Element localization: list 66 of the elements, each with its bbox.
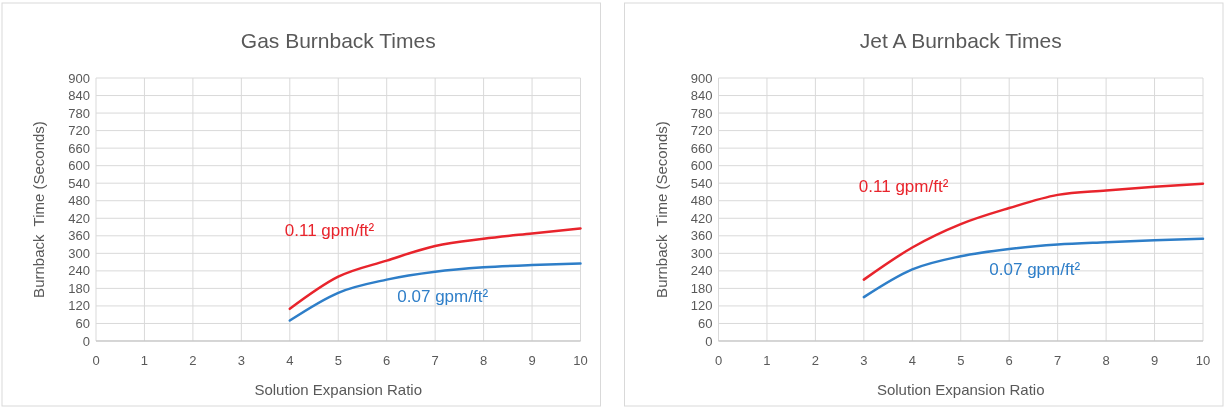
x-tick-label: 7 <box>1054 353 1062 368</box>
x-tick-label: 9 <box>1150 353 1159 368</box>
y-tick-label: 420 <box>690 210 713 226</box>
x-tick-label: 7 <box>431 353 439 368</box>
line-series <box>862 237 1205 299</box>
y-axis-title: Burnback Time (Seconds) <box>652 121 670 298</box>
x-tick-label: 3 <box>860 353 868 368</box>
x-tick-label: 1 <box>763 353 771 368</box>
y-tick-label: 840 <box>690 88 713 104</box>
y-tick-label: 780 <box>68 105 90 121</box>
x-tick-label: 5 <box>334 353 342 368</box>
y-tick-label: 660 <box>690 140 713 156</box>
y-tick-label: 300 <box>68 245 90 261</box>
x-tick-label: 4 <box>908 353 916 368</box>
x-tick-label: 0 <box>714 353 723 368</box>
y-tick-label: 360 <box>68 228 90 244</box>
y-tick-label: 480 <box>68 193 90 209</box>
series-label: 0.11 gpm/ft² <box>284 221 375 241</box>
y-tick-label: 540 <box>68 175 90 191</box>
x-tick-label: 2 <box>189 353 197 368</box>
y-tick-label: 480 <box>690 193 713 209</box>
y-tick-label: 60 <box>698 316 713 332</box>
y-tick-label: 240 <box>690 263 713 279</box>
x-tick-label: 10 <box>573 353 588 368</box>
x-axis-title: Solution Expansion Ratio <box>254 381 423 398</box>
y-tick-label: 900 <box>68 70 90 86</box>
chart-title: Gas Burnback Times <box>240 29 436 52</box>
y-tick-label: 600 <box>690 158 713 174</box>
x-tick-label: 4 <box>286 353 294 368</box>
series-label: 0.07 gpm/ft² <box>397 286 489 306</box>
x-axis-title: Solution Expansion Ratio <box>876 381 1045 398</box>
y-tick-label: 360 <box>690 228 713 244</box>
y-tick-label: 0 <box>705 333 713 349</box>
series-label: 0.07 gpm/ft² <box>989 259 1081 279</box>
x-tick-label: 1 <box>140 353 149 368</box>
y-tick-label: 720 <box>68 123 90 139</box>
y-tick-label: 420 <box>68 210 90 226</box>
chart-title: Jet A Burnback Times <box>859 29 1062 52</box>
y-tick-label: 120 <box>690 298 713 314</box>
y-tick-label: 660 <box>68 140 90 156</box>
series-label: 0.11 gpm/ft² <box>858 176 949 196</box>
y-tick-label: 300 <box>690 245 713 261</box>
x-tick-label: 8 <box>479 353 488 368</box>
x-tick-label: 5 <box>957 353 965 368</box>
y-tick-label: 60 <box>75 316 90 332</box>
y-tick-label: 840 <box>68 88 90 104</box>
y-tick-label: 180 <box>690 280 713 296</box>
y-tick-label: 780 <box>690 105 713 121</box>
x-tick-label: 2 <box>811 353 820 368</box>
y-tick-label: 900 <box>690 70 713 86</box>
y-tick-label: 240 <box>68 263 90 279</box>
y-tick-label: 0 <box>82 333 90 349</box>
y-tick-label: 180 <box>68 280 90 296</box>
x-tick-label: 8 <box>1102 353 1110 368</box>
x-tick-label: 10 <box>1195 353 1211 368</box>
x-tick-label: 6 <box>1005 353 1013 368</box>
x-tick-label: 0 <box>92 353 100 368</box>
y-tick-label: 600 <box>68 158 90 174</box>
line-series <box>288 262 582 322</box>
y-tick-label: 540 <box>690 175 713 191</box>
x-tick-label: 3 <box>237 353 245 368</box>
x-tick-label: 9 <box>528 353 536 368</box>
x-tick-label: 6 <box>383 353 391 368</box>
y-axis-title: Burnback Time (Seconds) <box>30 121 47 298</box>
y-tick-label: 720 <box>690 123 713 139</box>
y-tick-label: 120 <box>68 298 90 314</box>
